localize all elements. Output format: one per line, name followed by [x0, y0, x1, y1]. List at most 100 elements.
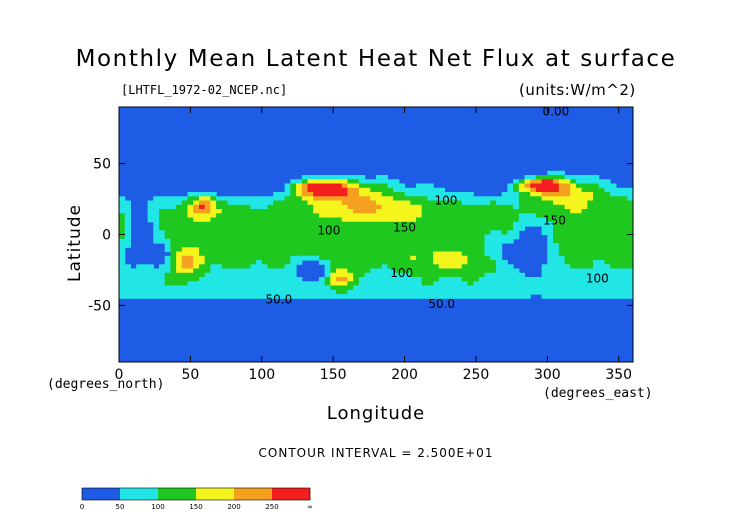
field-cell — [404, 264, 411, 270]
field-cell — [410, 289, 417, 295]
field-cell — [393, 192, 400, 197]
field-cell — [478, 226, 486, 231]
field-cell — [170, 281, 177, 287]
field-cell — [347, 255, 354, 261]
field-cell — [450, 294, 457, 299]
field-cell — [170, 268, 177, 274]
field-cell — [284, 243, 291, 248]
field-cell — [478, 238, 486, 244]
field-cell — [456, 247, 463, 253]
field-cell — [124, 272, 131, 278]
field-cell — [541, 294, 548, 299]
field-cell — [438, 260, 446, 265]
field-cell — [564, 294, 571, 299]
field-cell — [410, 196, 417, 202]
field-cell — [427, 183, 434, 189]
field-cell — [159, 272, 166, 278]
field-cell — [153, 272, 160, 278]
field-cell — [507, 221, 514, 227]
field-cell — [318, 277, 326, 282]
field-cell — [364, 226, 371, 231]
field-cell — [261, 213, 269, 219]
field-cell — [404, 272, 411, 278]
field-cell — [296, 187, 303, 193]
field-cell — [535, 281, 543, 287]
field-cell — [593, 285, 600, 291]
field-cell — [358, 187, 366, 193]
field-cell — [119, 272, 126, 278]
field-cell — [558, 204, 566, 210]
field-cell — [456, 294, 463, 299]
field-cell — [621, 221, 628, 227]
field-cell — [233, 213, 240, 219]
field-cell — [199, 268, 206, 274]
field-cell — [484, 247, 491, 253]
field-cell — [227, 251, 234, 257]
field-cell — [387, 247, 394, 253]
field-cell — [575, 294, 583, 299]
field-cell — [324, 200, 331, 206]
field-cell — [421, 217, 428, 223]
field-cell — [495, 209, 503, 214]
field-cell — [119, 221, 126, 227]
field-cell — [558, 187, 566, 193]
field-cell — [307, 247, 314, 253]
field-cell — [587, 200, 594, 206]
field-cell — [456, 285, 463, 291]
field-cell — [621, 230, 628, 236]
field-cell — [541, 277, 548, 282]
field-cell — [181, 226, 189, 231]
field-cell — [147, 213, 154, 219]
field-cell — [199, 192, 206, 197]
field-cell — [501, 285, 508, 291]
field-cell — [404, 289, 411, 295]
field-cell — [598, 285, 605, 291]
field-cell — [564, 183, 571, 189]
field-cell — [570, 213, 577, 219]
field-cell — [130, 268, 137, 274]
field-cell — [307, 187, 314, 193]
field-cell — [238, 277, 246, 282]
field-cell — [164, 260, 171, 265]
field-cell — [364, 234, 371, 240]
field-cell — [524, 192, 531, 197]
x-tick-label: 350 — [605, 367, 632, 383]
field-cell — [416, 289, 423, 295]
field-cell — [181, 294, 189, 299]
field-cell — [427, 204, 434, 210]
field-cell — [604, 192, 611, 197]
field-cell — [324, 217, 331, 223]
field-cell — [176, 281, 183, 287]
field-cell — [159, 281, 166, 287]
field-cell — [450, 277, 457, 282]
field-cell — [187, 234, 194, 240]
field-cell — [358, 200, 366, 206]
field-cell — [130, 289, 137, 295]
field-cell — [530, 277, 537, 282]
field-cell — [124, 226, 131, 231]
field-cell — [507, 238, 514, 244]
field-cell — [153, 268, 160, 274]
field-cell — [518, 272, 526, 278]
field-cell — [495, 255, 503, 261]
field-cell — [621, 204, 628, 210]
field-cell — [610, 213, 617, 219]
field-cell — [593, 277, 600, 282]
field-cell — [330, 221, 337, 227]
field-cell — [193, 251, 200, 257]
field-cell — [387, 200, 394, 206]
x-tick-label: 300 — [534, 367, 561, 383]
field-cell — [124, 238, 131, 244]
field-cell — [587, 175, 594, 180]
field-cell — [507, 187, 514, 193]
field-cell — [278, 247, 286, 253]
field-cell — [495, 277, 503, 282]
field-cell — [398, 277, 406, 282]
field-cell — [604, 204, 611, 210]
field-cell — [461, 226, 468, 231]
field-cell — [233, 221, 240, 227]
field-cell — [427, 200, 434, 206]
field-cell — [381, 260, 388, 265]
field-cell — [501, 281, 508, 287]
field-cell — [273, 226, 280, 231]
